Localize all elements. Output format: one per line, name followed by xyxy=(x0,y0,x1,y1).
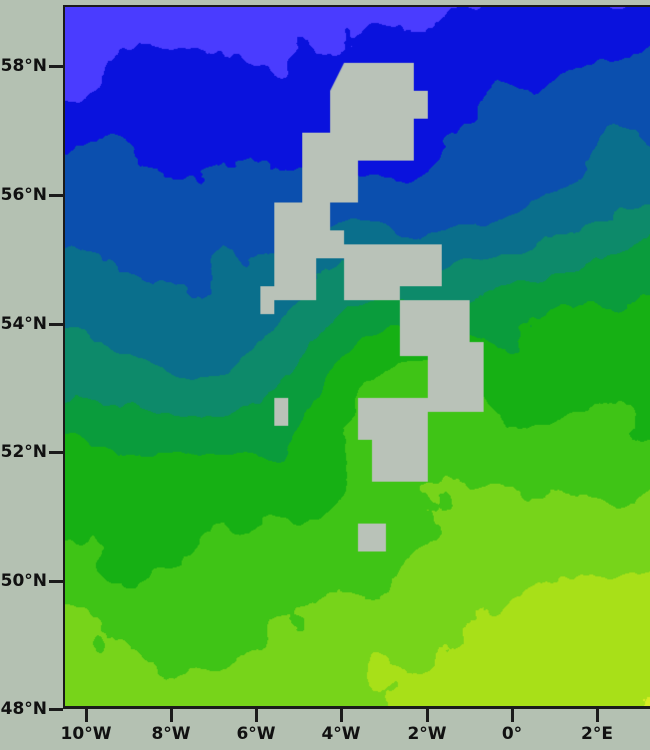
y-tick-1 xyxy=(49,194,63,197)
x-axis-line xyxy=(63,706,650,709)
y-tick-label-2: 54°N xyxy=(0,314,47,334)
x-tick-6 xyxy=(596,709,599,722)
y-tick-label-0: 58°N xyxy=(0,56,47,76)
x-tick-label-0: 10°W xyxy=(60,724,112,744)
y-tick-0 xyxy=(49,65,63,68)
x-tick-2 xyxy=(255,709,258,722)
y-tick-5 xyxy=(49,708,63,711)
x-tick-label-3: 4°W xyxy=(321,724,361,744)
y-tick-label-4: 50°N xyxy=(0,571,47,591)
x-tick-label-5: 0° xyxy=(501,724,523,744)
x-tick-5 xyxy=(511,709,514,722)
x-tick-label-4: 2°W xyxy=(407,724,447,744)
y-tick-4 xyxy=(49,580,63,583)
x-tick-label-2: 6°W xyxy=(236,724,276,744)
y-tick-label-5: 48°N xyxy=(0,699,47,719)
x-tick-0 xyxy=(85,709,88,722)
x-tick-4 xyxy=(426,709,429,722)
x-tick-1 xyxy=(170,709,173,722)
contour-map-plot[interactable] xyxy=(63,5,650,708)
x-tick-3 xyxy=(340,709,343,722)
x-tick-label-6: 2°E xyxy=(581,724,613,744)
y-tick-2 xyxy=(49,323,63,326)
x-tick-label-1: 8°W xyxy=(151,724,191,744)
y-tick-3 xyxy=(49,451,63,454)
filled-contour-canvas xyxy=(65,7,650,708)
y-tick-label-3: 52°N xyxy=(0,442,47,462)
y-tick-label-1: 56°N xyxy=(0,185,47,205)
